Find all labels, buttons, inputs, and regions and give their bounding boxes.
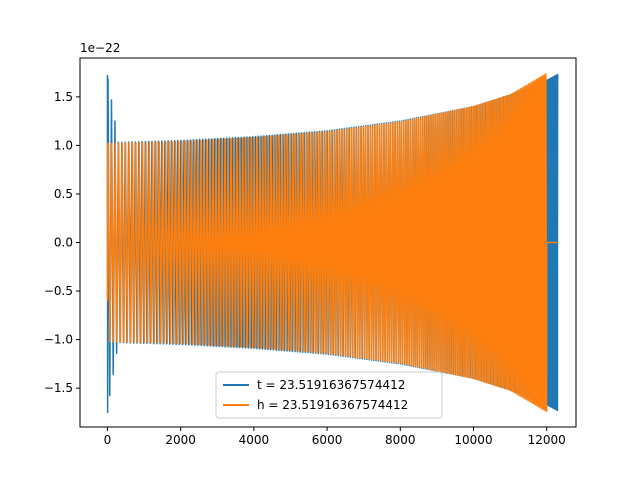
legend-box [215,371,443,419]
x-tick-label: 6000 [312,433,343,447]
y-tick-label: 0.5 [54,187,73,201]
plot-area [106,73,559,414]
x-tick-label: 10000 [454,433,492,447]
y-offset-text: 1e−22 [80,41,120,55]
x-tick-label: 4000 [239,433,270,447]
y-tick-label: 0.0 [54,236,73,250]
x-tick-label: 8000 [385,433,416,447]
y-tick-label: −1.5 [44,381,73,395]
series-line-1 [106,73,558,413]
legend: t = 23.51916367574412 h = 23.519163675744… [215,371,443,419]
y-tick-label: 1.5 [54,90,73,104]
y-axis: −1.5 −1.0 −0.5 0.0 0.5 1.0 1.5 [44,90,80,395]
y-tick-label: −1.0 [44,333,73,347]
x-axis: 0 2000 4000 6000 8000 10000 12000 [104,427,566,447]
x-tick-label: 0 [104,433,112,447]
y-tick-label: −0.5 [44,284,73,298]
legend-label-0: t = 23.51916367574412 [257,378,405,392]
x-tick-label: 12000 [528,433,566,447]
y-tick-label: 1.0 [54,138,73,152]
legend-label-1: h = 23.51916367574412 [257,398,408,412]
x-tick-label: 2000 [165,433,196,447]
